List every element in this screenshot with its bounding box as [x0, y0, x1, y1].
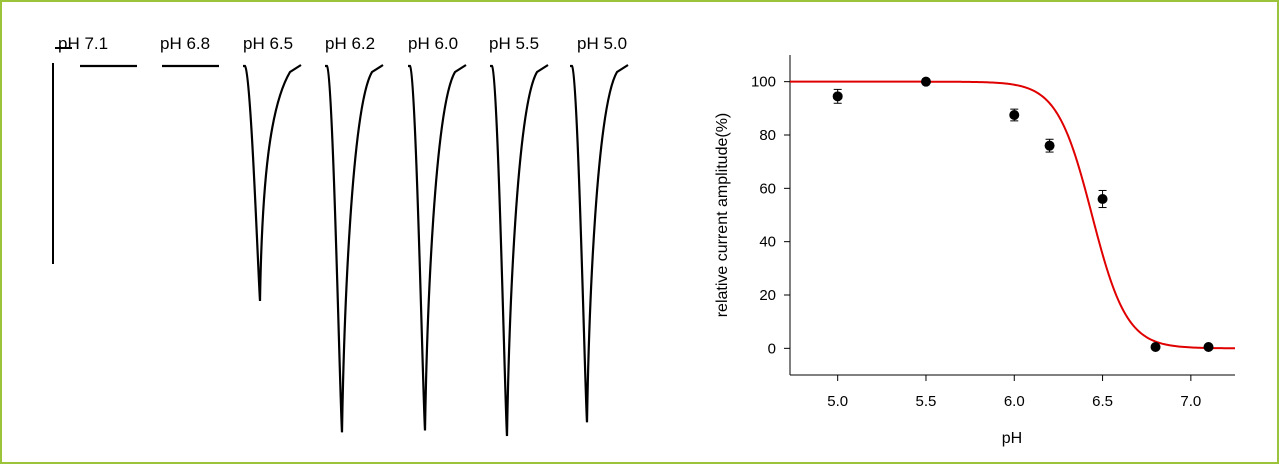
- frame-top-border: [0, 0, 1279, 2]
- y-tick-label: 80: [759, 127, 776, 144]
- y-tick-label: 60: [759, 180, 776, 197]
- data-point: [832, 91, 843, 102]
- trace-label: pH 7.1: [58, 34, 108, 53]
- y-tick-label: 0: [768, 340, 776, 357]
- x-tick-label: 6.5: [1092, 393, 1113, 410]
- data-point: [1097, 194, 1108, 204]
- x-tick-label: 5.0: [827, 393, 848, 410]
- data-point: [1203, 342, 1214, 352]
- ph-response-plot: 0 20 40 60 80 100 5.0 5.5 6.0 6.5 7.0 pH relative…: [714, 55, 1236, 447]
- x-tick-label: 5.5: [916, 393, 937, 410]
- data-point: [1150, 342, 1161, 352]
- y-tick-label: 40: [759, 234, 776, 251]
- trace-label: pH 5.5: [489, 34, 539, 53]
- fit-curve: [790, 80, 1236, 350]
- data-point: [1044, 140, 1055, 151]
- trace-label: pH 6.2: [325, 34, 375, 53]
- current-trace: [490, 64, 549, 437]
- trace-label: pH 6.5: [243, 34, 293, 53]
- x-axis-label: pH: [1002, 430, 1022, 447]
- trace-label: pH 6.0: [408, 34, 458, 53]
- data-point: [920, 76, 931, 87]
- current-trace: [570, 64, 629, 423]
- current-traces-panel: pH 7.1 pH 6.8 pH 6.5 pH 6.2 pH 6.0 pH 5.5 pH 5…: [52, 34, 629, 437]
- y-tick-label: 20: [759, 287, 776, 304]
- data-point: [1009, 110, 1020, 120]
- current-trace: [408, 64, 467, 431]
- trace-label: pH 5.0: [577, 34, 627, 53]
- x-tick-label: 7.0: [1180, 393, 1201, 410]
- trace-label: pH 6.8: [160, 34, 210, 53]
- current-trace: [325, 64, 384, 433]
- x-tick-label: 6.0: [1004, 393, 1025, 410]
- y-tick-label: 100: [751, 74, 776, 91]
- y-axis-label: relative current amplitude(%): [714, 113, 731, 318]
- current-trace: [243, 64, 302, 302]
